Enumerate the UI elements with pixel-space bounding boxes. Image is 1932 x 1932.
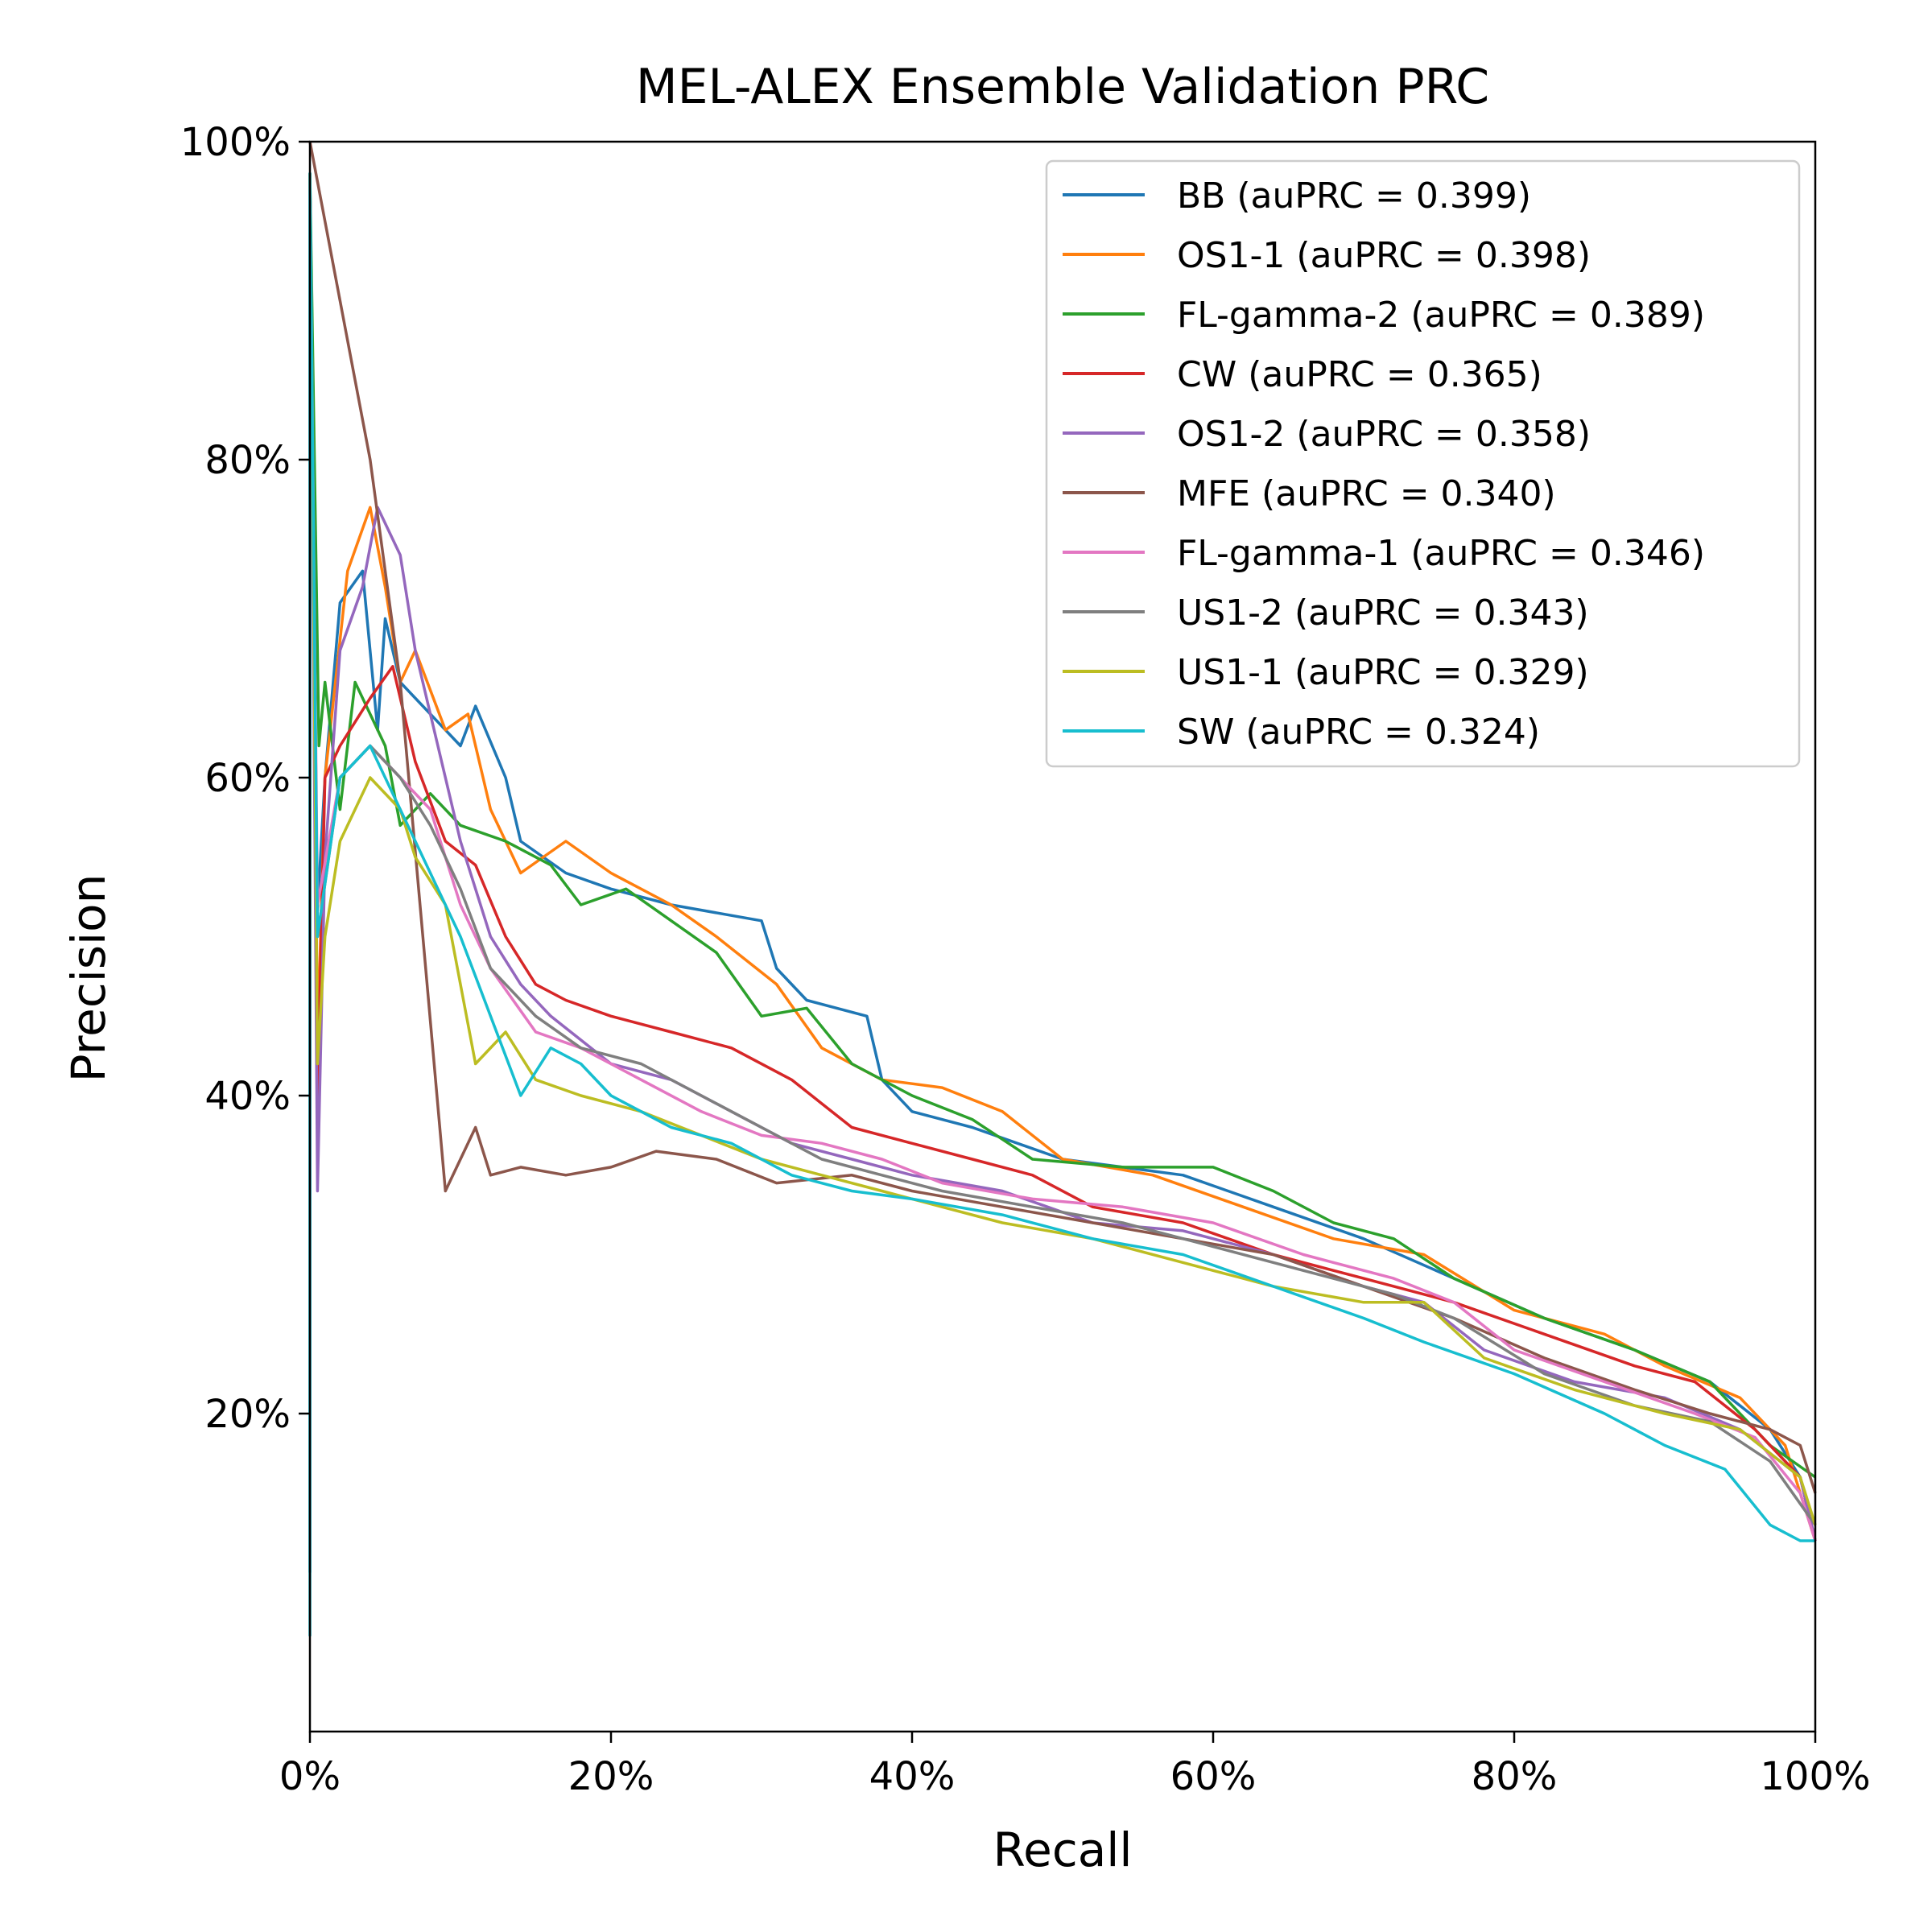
- y-tick-label: 40%: [204, 1074, 291, 1119]
- x-tick-label: 60%: [1170, 1754, 1257, 1799]
- y-axis-label: Precision: [61, 874, 116, 1083]
- legend-entry-10: SW (auPRC = 0.324): [1177, 712, 1540, 753]
- x-tick-label: 40%: [869, 1754, 956, 1799]
- legend-entry-5: OS1-2 (auPRC = 0.358): [1177, 414, 1591, 455]
- series-line-4: [308, 173, 1817, 1542]
- legend-entry-4: CW (auPRC = 0.365): [1177, 354, 1542, 395]
- plot-frame: [308, 140, 1817, 1733]
- x-tick-label: 80%: [1472, 1754, 1558, 1799]
- legend-entry-8: US1-2 (auPRC = 0.343): [1177, 592, 1589, 634]
- series-line-6: [308, 141, 1817, 1494]
- x-axis-label: Recall: [993, 1823, 1132, 1877]
- x-tick-label: 20%: [568, 1754, 654, 1799]
- legend-entry-9: US1-1 (auPRC = 0.329): [1177, 652, 1589, 693]
- y-tick-label: 20%: [204, 1392, 291, 1437]
- y-tick-label: 60%: [204, 756, 291, 801]
- legend-box: [1045, 159, 1801, 768]
- series-line-8: [308, 173, 1817, 1526]
- series-line-7: [308, 173, 1817, 1542]
- y-tick-label: 80%: [204, 438, 291, 483]
- x-tick-label: 100%: [1760, 1754, 1870, 1799]
- legend-entry-3: FL-gamma-2 (auPRC = 0.389): [1177, 295, 1705, 336]
- legend-entry-6: MFE (auPRC = 0.340): [1177, 473, 1556, 514]
- chart-title: MEL-ALEX Ensemble Validation PRC: [636, 59, 1489, 115]
- series-line-10: [308, 171, 1815, 1637]
- ticks-layer: 0% 20% 40% 60% 80% 100% 20% 40% 60% 80% 100%: [180, 120, 1871, 1799]
- series-layer: [308, 141, 1817, 1637]
- series-line-3: [308, 173, 1817, 1479]
- x-tick-label: 0%: [279, 1754, 341, 1799]
- series-line-2: [308, 173, 1817, 1542]
- y-tick-label: 100%: [180, 120, 291, 165]
- legend: BB (auPRC = 0.399) OS1-1 (auPRC = 0.398) F…: [1045, 159, 1801, 768]
- legend-entry-2: OS1-1 (auPRC = 0.398): [1177, 235, 1591, 276]
- legend-entry-7: FL-gamma-1 (auPRC = 0.346): [1177, 533, 1705, 574]
- legend-entry-1: BB (auPRC = 0.399): [1177, 175, 1531, 217]
